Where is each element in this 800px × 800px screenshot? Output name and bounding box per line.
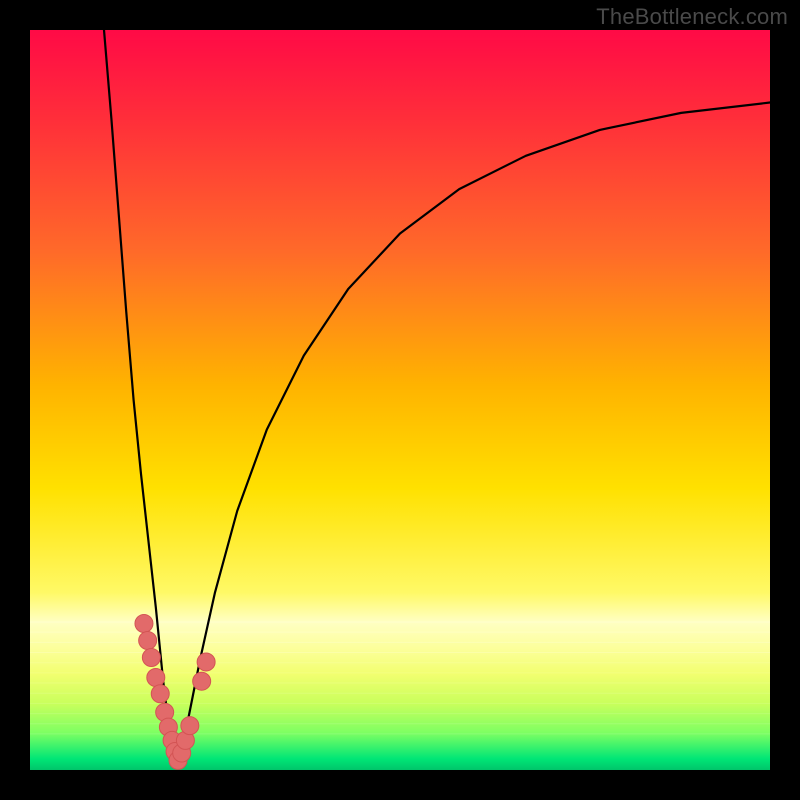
scatter-point bbox=[139, 632, 157, 650]
chart-svg bbox=[30, 30, 770, 770]
scatter-point bbox=[135, 614, 153, 632]
chart-frame: TheBottleneck.com bbox=[0, 0, 800, 800]
scatter-point bbox=[193, 672, 211, 690]
scatter-point bbox=[181, 717, 199, 735]
scatter-point bbox=[197, 653, 215, 671]
scatter-point bbox=[151, 685, 169, 703]
watermark-label: TheBottleneck.com bbox=[596, 4, 788, 30]
scatter-point bbox=[142, 649, 160, 667]
gradient-background bbox=[30, 30, 770, 770]
plot-area bbox=[30, 30, 770, 770]
scatter-point bbox=[147, 669, 165, 687]
